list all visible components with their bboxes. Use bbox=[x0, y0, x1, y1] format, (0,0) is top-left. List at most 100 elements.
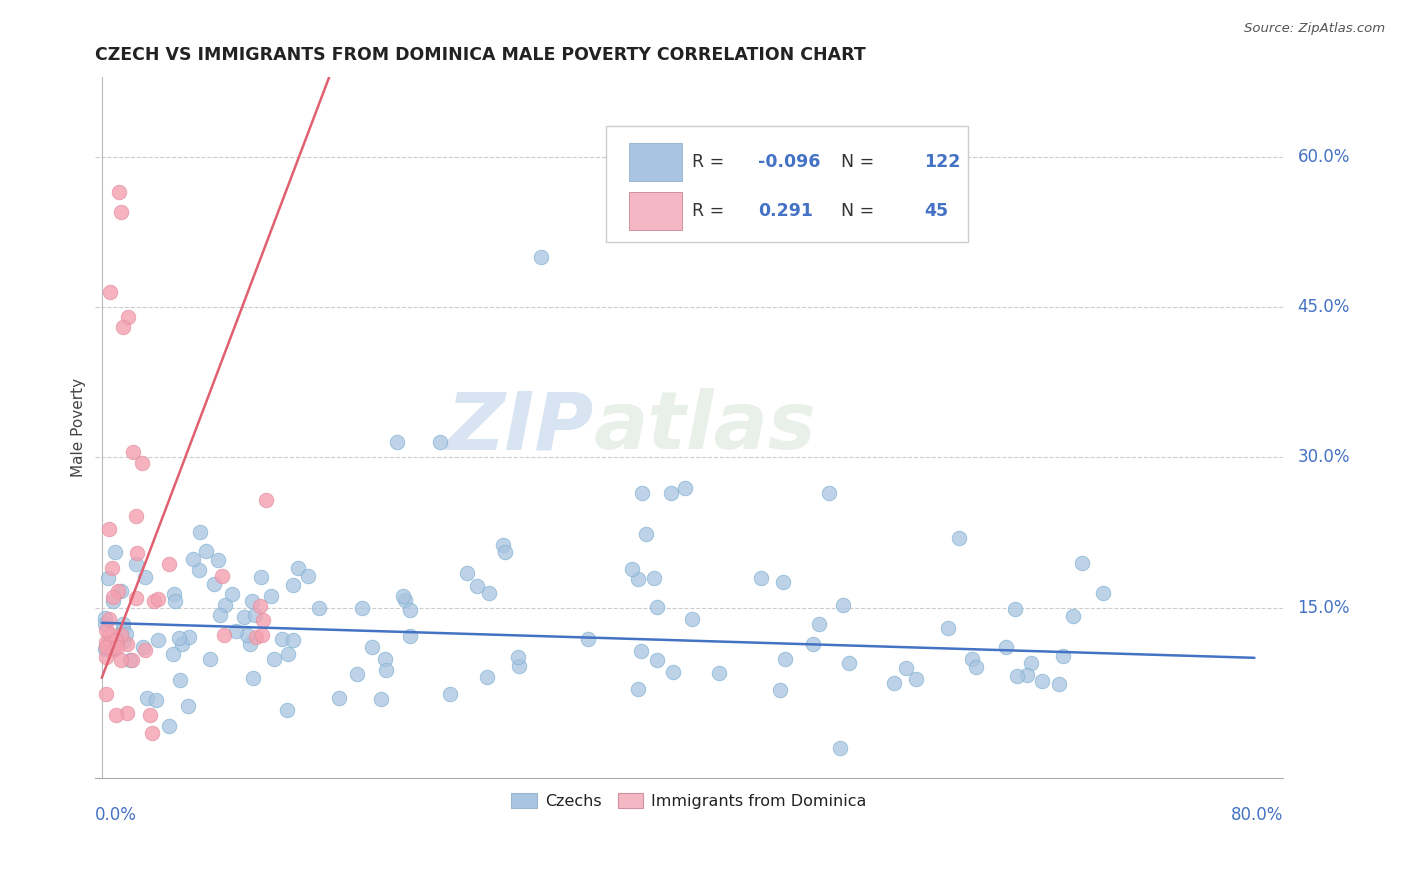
Point bbox=[681, 612, 703, 626]
Point bbox=[769, 682, 792, 697]
Point bbox=[240, 594, 263, 608]
Point bbox=[1052, 648, 1074, 663]
Point bbox=[429, 435, 451, 450]
Legend: Czechs, Immigrants from Dominica: Czechs, Immigrants from Dominica bbox=[505, 787, 873, 815]
Point bbox=[214, 598, 236, 612]
Text: 45.0%: 45.0% bbox=[1298, 298, 1350, 317]
Text: CZECH VS IMMIGRANTS FROM DOMINICA MALE POVERTY CORRELATION CHART: CZECH VS IMMIGRANTS FROM DOMINICA MALE P… bbox=[94, 46, 865, 64]
Point bbox=[1062, 608, 1084, 623]
Point bbox=[121, 653, 143, 667]
Text: ZIP: ZIP bbox=[447, 388, 593, 467]
Point bbox=[508, 659, 530, 673]
Point bbox=[392, 589, 415, 603]
Point bbox=[98, 612, 121, 626]
Point bbox=[831, 598, 853, 612]
Point bbox=[93, 642, 115, 657]
Point bbox=[297, 569, 319, 583]
Point bbox=[136, 691, 159, 706]
Point bbox=[103, 593, 125, 607]
Point bbox=[114, 627, 136, 641]
Point bbox=[808, 616, 831, 631]
Point bbox=[399, 602, 422, 616]
Point bbox=[239, 637, 262, 651]
Point bbox=[456, 566, 478, 581]
Text: atlas: atlas bbox=[593, 388, 817, 467]
Point bbox=[477, 586, 499, 600]
Point bbox=[209, 608, 232, 623]
Point bbox=[994, 640, 1017, 654]
Point bbox=[104, 633, 127, 648]
Point bbox=[634, 526, 657, 541]
Point bbox=[93, 616, 115, 631]
Point bbox=[105, 708, 128, 723]
Text: 15.0%: 15.0% bbox=[1298, 599, 1350, 616]
Point bbox=[169, 631, 191, 645]
Text: Source: ZipAtlas.com: Source: ZipAtlas.com bbox=[1244, 22, 1385, 36]
Point bbox=[242, 672, 264, 686]
Point bbox=[494, 545, 516, 559]
Point bbox=[108, 185, 131, 199]
Point bbox=[1015, 668, 1038, 682]
Point bbox=[905, 672, 928, 686]
Point bbox=[177, 698, 200, 713]
Point bbox=[120, 653, 142, 667]
Point bbox=[98, 636, 121, 650]
Point bbox=[828, 741, 851, 756]
Point bbox=[627, 572, 650, 586]
Point bbox=[101, 641, 124, 656]
Text: 0.0%: 0.0% bbox=[94, 806, 136, 824]
Point bbox=[370, 692, 392, 706]
Point bbox=[576, 632, 599, 646]
Text: 45: 45 bbox=[924, 202, 949, 220]
Point bbox=[112, 633, 135, 648]
Point bbox=[263, 652, 285, 666]
Point bbox=[103, 590, 125, 604]
Point bbox=[1070, 556, 1092, 570]
Point bbox=[1047, 677, 1070, 691]
Point bbox=[96, 624, 118, 638]
Point bbox=[308, 601, 330, 615]
Point bbox=[202, 577, 225, 591]
Point bbox=[105, 640, 128, 654]
Point bbox=[350, 600, 373, 615]
Point bbox=[630, 644, 652, 658]
Point bbox=[112, 320, 135, 334]
Point bbox=[170, 637, 193, 651]
Point bbox=[214, 628, 236, 642]
Point bbox=[233, 610, 256, 624]
Point bbox=[110, 653, 132, 667]
Point bbox=[163, 587, 186, 601]
Point bbox=[948, 531, 970, 545]
Point bbox=[225, 624, 247, 638]
Point bbox=[1031, 673, 1053, 688]
Point bbox=[148, 591, 170, 606]
Point bbox=[360, 640, 382, 655]
Point bbox=[107, 583, 129, 598]
Point bbox=[643, 571, 665, 585]
Point bbox=[236, 627, 259, 641]
Point bbox=[143, 594, 166, 608]
Point bbox=[287, 561, 309, 575]
Point bbox=[1005, 669, 1028, 683]
Point bbox=[328, 691, 350, 706]
Point bbox=[162, 647, 184, 661]
FancyBboxPatch shape bbox=[630, 143, 682, 181]
Point bbox=[145, 692, 167, 706]
Point bbox=[94, 635, 117, 649]
Point bbox=[818, 485, 841, 500]
Point bbox=[146, 633, 169, 648]
Text: 80.0%: 80.0% bbox=[1230, 806, 1284, 824]
Point bbox=[492, 537, 515, 551]
Text: 30.0%: 30.0% bbox=[1298, 449, 1350, 467]
Point bbox=[245, 630, 267, 644]
Point bbox=[838, 657, 860, 671]
Point bbox=[249, 599, 271, 613]
Point bbox=[249, 570, 271, 584]
Point bbox=[94, 687, 117, 701]
Point bbox=[105, 635, 128, 649]
Point bbox=[100, 627, 122, 641]
Point bbox=[98, 522, 121, 536]
Point bbox=[131, 456, 153, 470]
Point bbox=[399, 629, 422, 643]
Point bbox=[207, 553, 229, 567]
